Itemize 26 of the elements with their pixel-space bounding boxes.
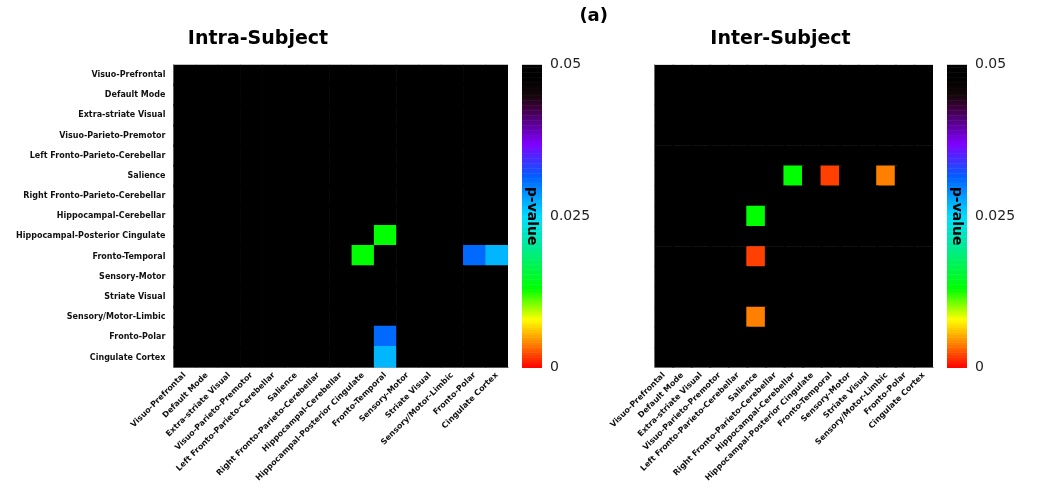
color-bar-label: 0.05 bbox=[975, 55, 1007, 72]
text: (a) bbox=[579, 4, 608, 25]
color-bar-label: 0.025 bbox=[975, 206, 1016, 223]
y-tick-label: Extra-striate Visual bbox=[78, 110, 166, 120]
color-bar-label: 0.05 bbox=[550, 55, 582, 72]
y-tick-label: Visuo-Parieto-Premotor bbox=[59, 130, 166, 140]
y-tick-label: Cingulate Cortex bbox=[89, 352, 167, 362]
y-tick-label: Hippocampal-Posterior Cingulate bbox=[15, 231, 167, 241]
color-bar-title: p-value bbox=[950, 186, 967, 246]
chart-title: Intra-Subject bbox=[187, 26, 329, 49]
chart-title: Inter-Subject bbox=[710, 26, 851, 49]
y-tick-label: Visuo-Prefrontal bbox=[91, 69, 166, 79]
color-bar-label: 0 bbox=[975, 358, 984, 375]
y-tick-label: Salience bbox=[127, 170, 167, 180]
color-bar-title: p-value bbox=[525, 186, 542, 246]
y-tick-label: Right Fronto-Parieto-Cerebellar bbox=[23, 191, 166, 201]
y-tick-label: Left Fronto-Parieto-Cerebellar bbox=[29, 150, 166, 160]
y-tick-label: Sensory/Motor-Limbic bbox=[66, 312, 166, 322]
y-tick-label: Striate Visual bbox=[104, 291, 166, 301]
y-tick-label: Hippocampal-Cerebellar bbox=[56, 211, 166, 221]
y-tick-label: Fronto-Polar bbox=[109, 332, 166, 342]
y-tick-label: Default Mode bbox=[104, 90, 167, 100]
color-bar-label: 0 bbox=[550, 358, 559, 375]
y-tick-label: Sensory-Motor bbox=[99, 271, 166, 281]
color-bar-label: 0.025 bbox=[550, 206, 591, 223]
y-tick-label: Fronto-Temporal bbox=[92, 251, 166, 261]
